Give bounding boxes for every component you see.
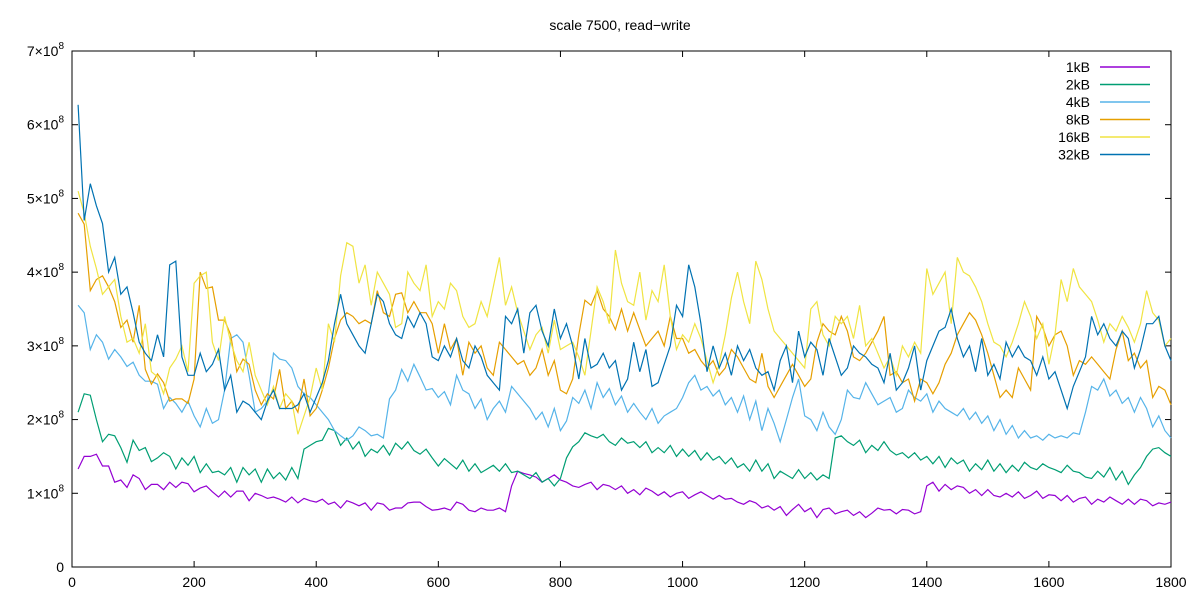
x-axis: 0 200 400 600 800 1000 1200 1400 1600 1800 — [68, 51, 1187, 590]
y-tick-label: 5×108 — [27, 188, 65, 206]
y-tick-label: 7×108 — [27, 41, 65, 59]
y-tick-label: 3×108 — [27, 336, 65, 354]
chart-title: scale 7500, read−write — [549, 17, 690, 33]
x-tick-label: 1800 — [1155, 574, 1186, 590]
series-line-32kB — [77, 104, 1172, 421]
plot-area-frame — [71, 50, 1172, 568]
series-line-4kB — [77, 304, 1172, 444]
legend-label-2kB: 2kB — [1066, 77, 1090, 93]
y-tick-label: 0 — [56, 559, 64, 575]
legend-label-32kB: 32kB — [1058, 147, 1090, 163]
x-tick-label: 1600 — [1033, 574, 1064, 590]
legend-label-16kB: 16kB — [1058, 129, 1090, 145]
x-tick-label: 1400 — [911, 574, 942, 590]
x-tick-label: 600 — [427, 574, 451, 590]
x-tick-label: 1000 — [667, 574, 698, 590]
y-tick-label: 1×108 — [27, 483, 65, 501]
series-line-8kB — [77, 212, 1172, 418]
x-tick-label: 1200 — [789, 574, 820, 590]
legend-label-8kB: 8kB — [1066, 112, 1090, 128]
y-tick-label: 2×108 — [27, 410, 65, 428]
x-tick-label: 0 — [68, 574, 76, 590]
series-line-16kB — [77, 190, 1172, 435]
series-line-2kB — [77, 393, 1172, 487]
series-line-1kB — [77, 453, 1172, 519]
series-layer — [77, 104, 1172, 519]
y-tick-label: 4×108 — [27, 262, 65, 280]
y-axis: 0 1×108 2×108 3×108 4×108 5×108 6×108 7×108 — [27, 41, 1171, 575]
x-tick-label: 800 — [549, 574, 573, 590]
x-tick-label: 400 — [305, 574, 329, 590]
legend-label-1kB: 1kB — [1066, 59, 1090, 75]
y-tick-label: 6×108 — [27, 115, 65, 133]
legend-label-4kB: 4kB — [1066, 94, 1090, 110]
x-tick-label: 200 — [182, 574, 206, 590]
